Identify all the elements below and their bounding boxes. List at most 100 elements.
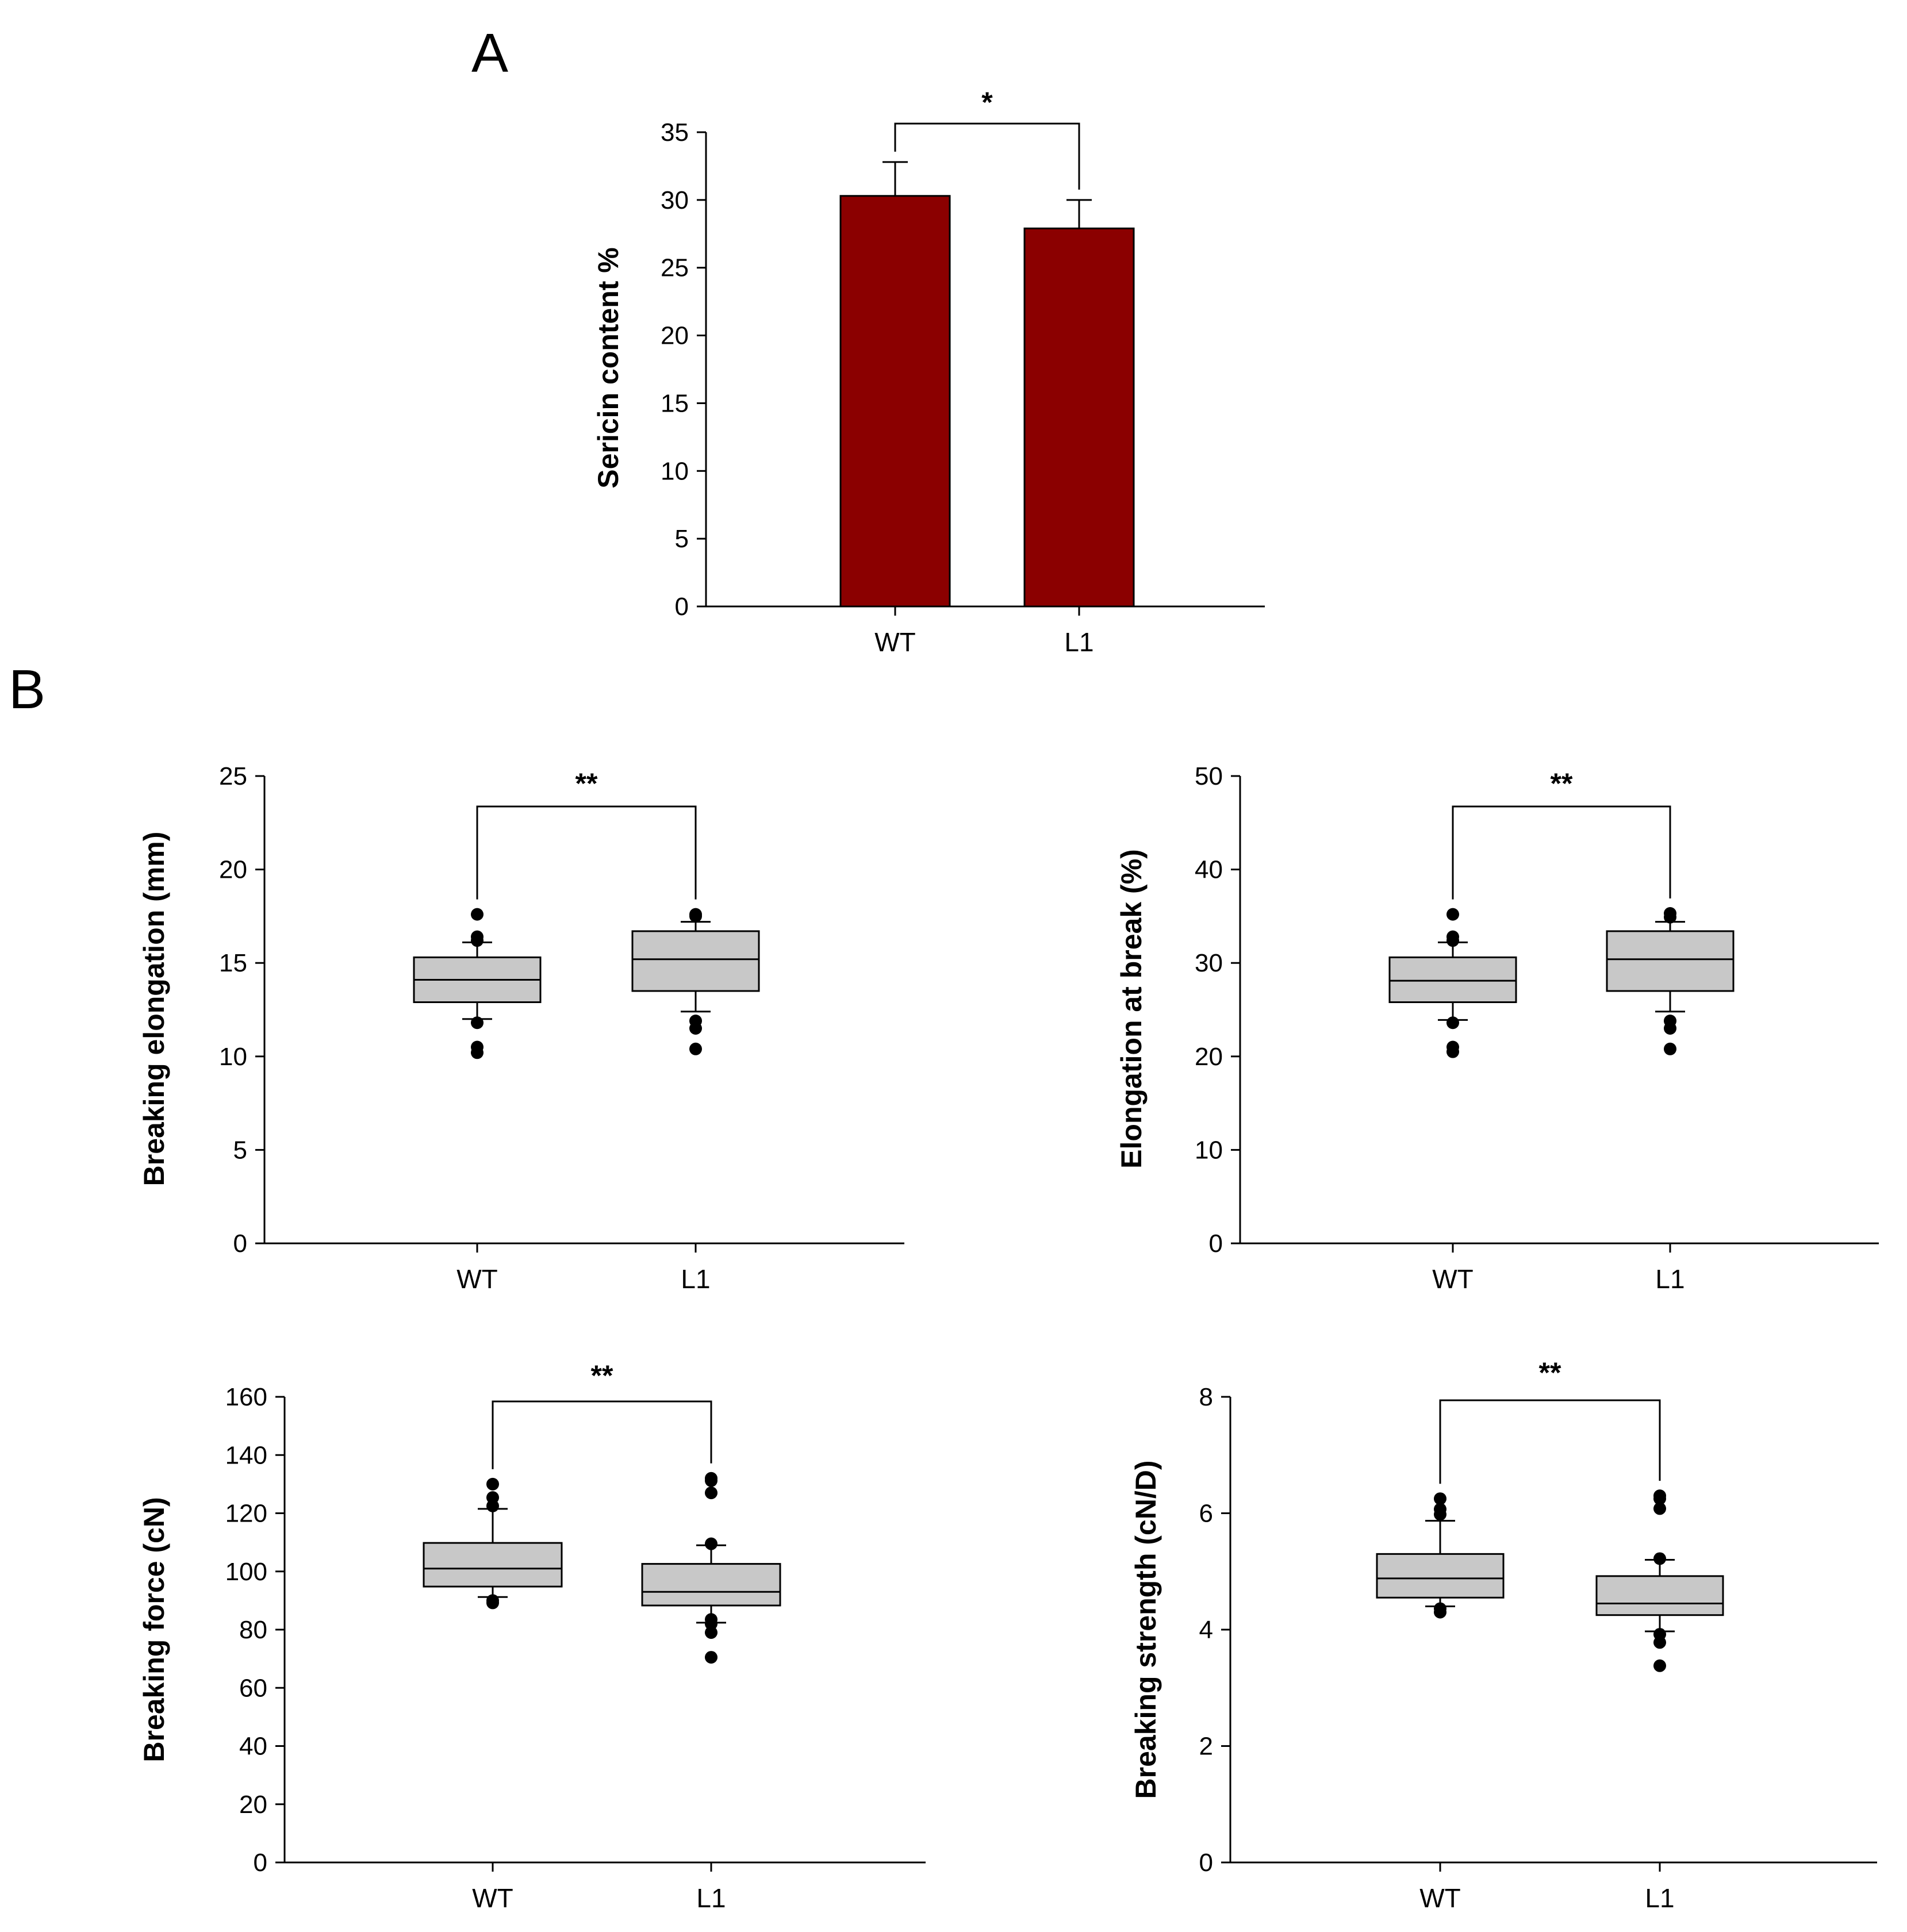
box-l1 — [1595, 1575, 1724, 1616]
y-tick-label: 10 — [661, 457, 689, 485]
chart-b4-breaking-strength: 0 2 4 6 8 WT L1 Breaking strength (cN/D) ** — [1130, 1357, 1877, 1913]
bar-wt — [839, 195, 951, 608]
y-tick-label: 120 — [225, 1500, 267, 1528]
y-tick-label: 50 — [1195, 762, 1223, 790]
chart-b3-breaking-force: 0 20 40 60 80 100 120 140 160 WT L1 Breaking force … — [138, 1359, 926, 1913]
outlier-point-l1 — [705, 1537, 717, 1550]
outlier-point-wt — [471, 1046, 484, 1059]
y-tick-label: 25 — [219, 762, 247, 790]
chart-b2-elongation-at-break: 0 10 20 30 40 50 WT L1 Elongation at break (%) ** — [1115, 762, 1879, 1294]
x-tick-label-l1: L1 — [1064, 627, 1093, 657]
x-tick-label-wt: WT — [1432, 1264, 1474, 1294]
outlier-point-wt — [1434, 1605, 1446, 1619]
y-tick-label: 0 — [233, 1230, 247, 1258]
significance-bracket — [1439, 1399, 1661, 1484]
bar-l1 — [1023, 227, 1135, 608]
box-wt — [1376, 1553, 1505, 1599]
y-tick-label: 8 — [1199, 1383, 1213, 1411]
y-tick-label: 15 — [661, 389, 689, 417]
y-tick-label: 60 — [239, 1674, 267, 1702]
outlier-point-l1 — [689, 1022, 702, 1035]
panel-label-a: A — [471, 22, 508, 84]
outlier-point-l1 — [689, 909, 702, 923]
outlier-point-wt — [486, 1499, 499, 1512]
y-tick-label: 100 — [225, 1558, 267, 1586]
y-tick-label: 0 — [1209, 1230, 1223, 1258]
y-tick-label: 35 — [661, 118, 689, 147]
y-tick-label: 6 — [1199, 1500, 1213, 1528]
y-tick-label: 40 — [239, 1733, 267, 1761]
x-tick-label-l1: L1 — [1645, 1883, 1674, 1913]
significance-bracket — [476, 805, 697, 900]
outlier-point-l1 — [705, 1617, 717, 1630]
y-axis-title: Breaking elongation (mm) — [138, 832, 170, 1186]
outlier-point-wt — [1446, 934, 1459, 947]
outlier-point-wt — [1434, 1508, 1446, 1521]
box-l1 — [641, 1563, 781, 1607]
significance-marker: ** — [591, 1359, 613, 1392]
outlier-point-l1 — [1664, 1042, 1676, 1055]
outlier-point-l1 — [705, 1487, 717, 1500]
y-tick-label: 10 — [219, 1043, 247, 1071]
outlier-point-l1 — [1664, 911, 1676, 924]
y-tick-label: 40 — [1195, 856, 1223, 884]
y-tick-label: 4 — [1199, 1616, 1213, 1644]
outlier-point-l1 — [1653, 1502, 1666, 1515]
outlier-point-l1 — [1653, 1492, 1666, 1505]
outlier-point-l1 — [1653, 1659, 1666, 1672]
significance-marker: ** — [1539, 1357, 1561, 1389]
significance-bracket — [894, 122, 1080, 190]
y-tick-label: 140 — [225, 1441, 267, 1469]
significance-marker: ** — [575, 767, 598, 800]
outlier-point-wt — [1446, 1016, 1459, 1030]
outlier-point-l1 — [705, 1474, 717, 1487]
outlier-point-wt — [486, 1596, 499, 1610]
y-tick-label: 10 — [1195, 1136, 1223, 1164]
outlier-point-wt — [1446, 1045, 1459, 1058]
outlier-point-l1 — [1653, 1552, 1666, 1565]
y-tick-label: 0 — [254, 1849, 267, 1877]
y-tick-label: 2 — [1199, 1733, 1213, 1761]
x-tick-label-wt: WT — [472, 1883, 513, 1913]
outlier-point-wt — [1446, 908, 1459, 921]
y-tick-label: 5 — [675, 525, 689, 553]
y-tick-label: 0 — [1199, 1849, 1213, 1877]
y-tick-label: 20 — [661, 322, 689, 350]
y-axis-title: Breaking force (cN) — [138, 1497, 170, 1762]
box-wt — [1388, 956, 1517, 1003]
box-l1 — [1606, 930, 1735, 992]
outlier-point-l1 — [1653, 1636, 1666, 1649]
outlier-point-wt — [471, 908, 484, 921]
significance-marker: ** — [1551, 767, 1573, 800]
y-tick-label: 5 — [233, 1136, 247, 1164]
y-tick-label: 20 — [239, 1791, 267, 1819]
x-tick-label-l1: L1 — [1655, 1264, 1685, 1294]
y-axis-title: Breaking strength (cN/D) — [1130, 1461, 1162, 1799]
x-tick-label-wt: WT — [456, 1264, 498, 1294]
significance-bracket — [492, 1400, 712, 1469]
outlier-point-l1 — [705, 1626, 717, 1639]
y-tick-label: 25 — [661, 254, 689, 282]
x-tick-label-l1: L1 — [696, 1883, 726, 1913]
panel-label-b: B — [9, 659, 45, 720]
outlier-point-wt — [1434, 1492, 1446, 1505]
y-tick-label: 80 — [239, 1616, 267, 1644]
outlier-point-wt — [471, 1016, 484, 1030]
outlier-point-l1 — [1664, 1022, 1676, 1035]
box-wt — [423, 1542, 563, 1588]
y-tick-label: 20 — [219, 856, 247, 884]
chart-a-sericin-content: 0 5 10 15 20 25 30 35 WT L1 Sericin content % * — [592, 86, 1265, 657]
y-tick-label: 160 — [225, 1383, 267, 1411]
outlier-point-l1 — [705, 1651, 717, 1664]
box-l1 — [631, 930, 760, 992]
x-tick-label-wt: WT — [874, 627, 916, 657]
x-tick-label-wt: WT — [1419, 1883, 1461, 1913]
y-tick-label: 30 — [661, 186, 689, 214]
chart-b1-breaking-elongation: 0 5 10 15 20 25 WT L1 Breaking elongation (mm) ** — [138, 762, 904, 1294]
outlier-point-wt — [471, 934, 484, 947]
y-axis-title: Sericin content % — [592, 247, 624, 489]
y-axis-title: Elongation at break (%) — [1115, 849, 1148, 1169]
y-tick-label: 15 — [219, 949, 247, 977]
significance-marker: * — [981, 86, 993, 118]
